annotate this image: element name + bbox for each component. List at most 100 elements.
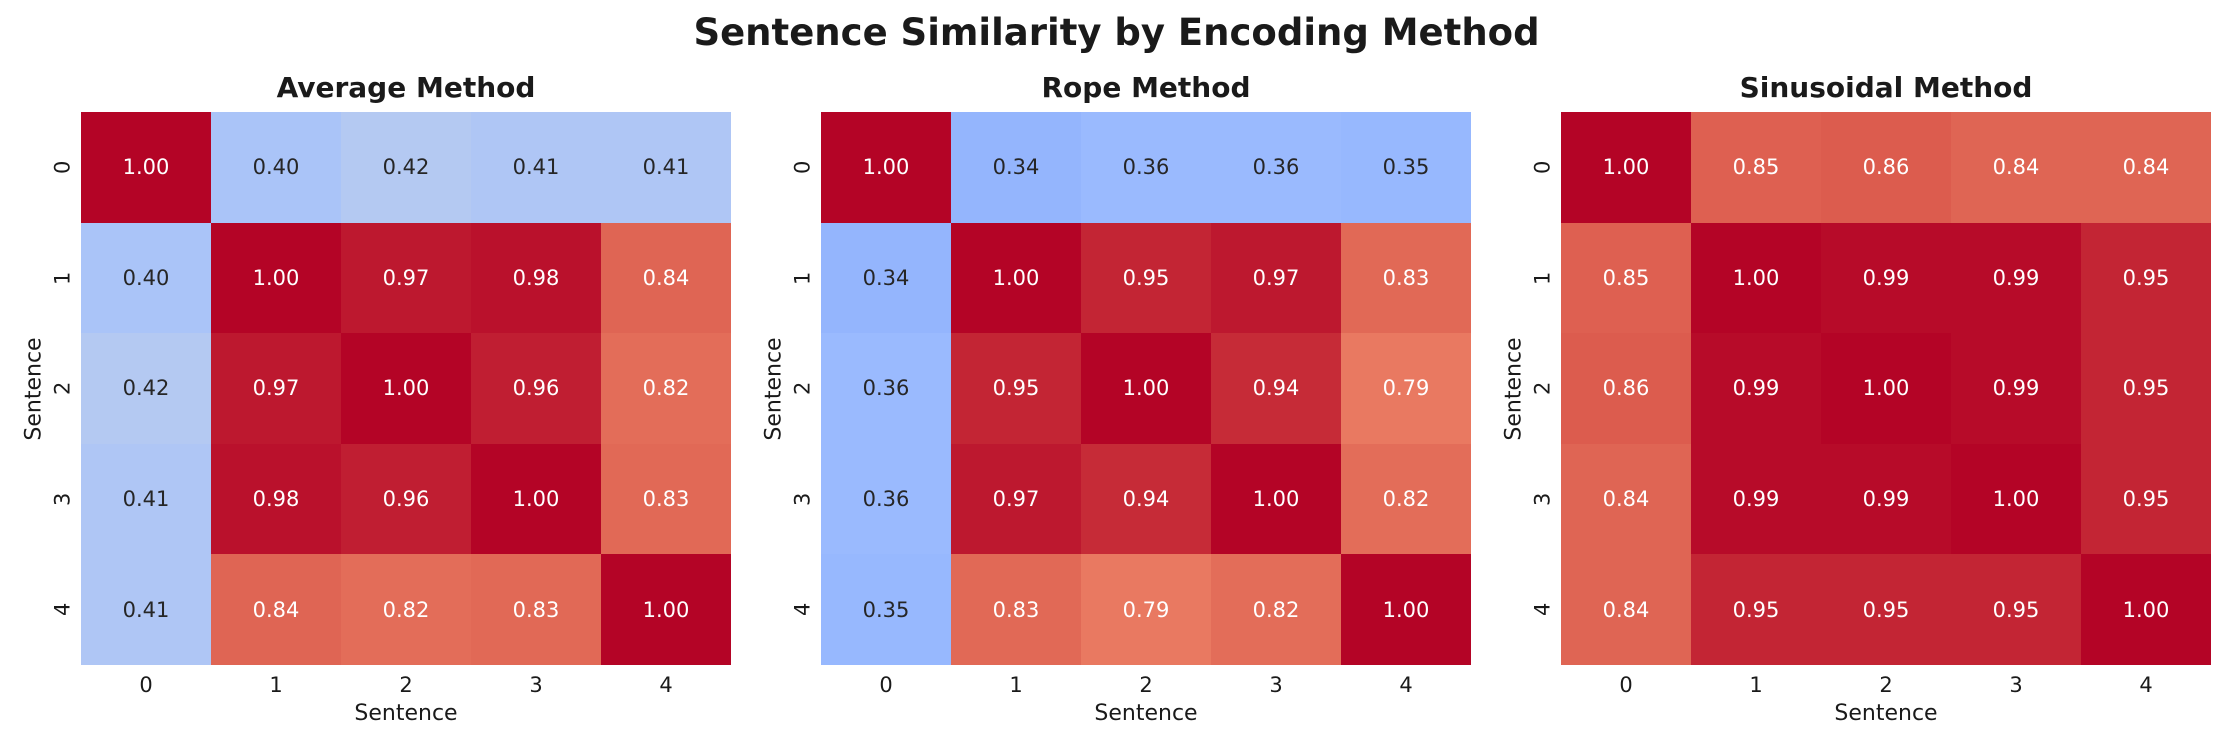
- x-tick-label: 1: [269, 673, 283, 697]
- heatmap-cell: 0.35: [1341, 112, 1471, 223]
- heatmap-cell: 0.85: [1691, 112, 1821, 223]
- heatmap-cell: 0.40: [211, 112, 341, 223]
- heatmap-cell: 0.95: [1081, 222, 1211, 334]
- heatmap-cell: 0.94: [1211, 333, 1341, 444]
- heatmap-cell: 0.99: [1951, 222, 2081, 334]
- axes-title: Rope Method: [1041, 71, 1251, 104]
- x-tick-label: 4: [659, 673, 673, 697]
- heatmap-cell: 0.83: [601, 443, 731, 555]
- heatmap-cell: 1.00: [1821, 333, 1951, 444]
- heatmap-cell: 0.82: [1211, 554, 1341, 665]
- heatmap-cell: 0.36: [1211, 112, 1341, 223]
- y-tick-labels: 0 1 2 3 4: [45, 112, 81, 665]
- x-axis-label: Sentence: [354, 701, 458, 726]
- heatmap-cell: 0.84: [1951, 112, 2081, 223]
- y-tick-label: 0: [791, 160, 815, 174]
- heatmap-grid: 1.00 0.34 0.36 0.36 0.35 0.34 1.00 0.95 0.97 0.83…: [821, 112, 1471, 665]
- x-tick-label: 0: [879, 673, 893, 697]
- heatmap-cell: 0.95: [2081, 222, 2211, 334]
- heatmap-cell: 0.84: [211, 554, 341, 665]
- y-tick-labels: 0 1 2 3 4: [1525, 112, 1561, 665]
- heatmap-cell: 0.82: [1341, 443, 1471, 555]
- y-tick-label: 4: [791, 602, 815, 617]
- heatmap-cell: 0.36: [821, 333, 951, 444]
- heatmap-cell: 0.98: [471, 222, 601, 334]
- heatmap-cell: 1.00: [951, 222, 1081, 334]
- x-tick-labels: 0 1 2 3 4: [1561, 665, 2211, 701]
- heatmap-grid: 1.00 0.85 0.86 0.84 0.84 0.85 1.00 0.99 0.99 0.95…: [1561, 112, 2211, 665]
- heatmap-cell: 0.98: [211, 443, 341, 555]
- y-tick-label: 4: [1531, 602, 1555, 617]
- heatmap-cell: 1.00: [471, 443, 601, 555]
- x-axis-label: Sentence: [1834, 701, 1938, 726]
- y-tick-label: 0: [51, 160, 75, 174]
- heatmap-cell: 1.00: [341, 333, 471, 444]
- heatmap-cell: 0.95: [2081, 333, 2211, 444]
- y-tick-label: 2: [1531, 381, 1555, 396]
- x-tick-label: 1: [1009, 673, 1023, 697]
- x-tick-label: 4: [2139, 673, 2153, 697]
- x-axis-label: Sentence: [1094, 701, 1198, 726]
- heatmap-cell: 0.36: [821, 443, 951, 555]
- heatmap-cell: 0.85: [1561, 222, 1691, 334]
- heatmap-cell: 0.82: [601, 333, 731, 444]
- heatmap-cell: 0.97: [341, 222, 471, 334]
- heatmap-cell: 1.00: [211, 222, 341, 334]
- heatmap-cell: 0.99: [1691, 443, 1821, 555]
- x-tick-label: 2: [1879, 673, 1893, 697]
- heatmap-cell: 1.00: [1341, 554, 1471, 665]
- heatmap-cell: 1.00: [1951, 443, 2081, 555]
- y-tick-label: 2: [791, 381, 815, 396]
- heatmap-grid: 1.00 0.40 0.42 0.41 0.41 0.40 1.00 0.97 0.98 0.84…: [81, 112, 731, 665]
- heatmap-cell: 0.41: [81, 443, 211, 555]
- heatmap-cell: 0.95: [1821, 554, 1951, 665]
- heatmap-cell: 0.86: [1561, 333, 1691, 444]
- heatmap-cell: 0.41: [471, 112, 601, 223]
- heatmap-cell: 0.83: [471, 554, 601, 665]
- x-tick-labels: 0 1 2 3 4: [81, 665, 731, 701]
- x-tick-label: 2: [1139, 673, 1153, 697]
- heatmap-cell: 0.41: [81, 554, 211, 665]
- heatmap-cell: 0.99: [1691, 333, 1821, 444]
- axes-title: Sinusoidal Method: [1739, 71, 2033, 104]
- heatmap-cell: 0.83: [1341, 222, 1471, 334]
- heatmap-cell: 0.95: [1691, 554, 1821, 665]
- heatmap-cell: 0.40: [81, 222, 211, 334]
- y-tick-label: 0: [1531, 160, 1555, 174]
- heatmap-cell: 1.00: [1211, 443, 1341, 555]
- heatmap-cell: 0.84: [1561, 443, 1691, 555]
- heatmap-cell: 0.83: [951, 554, 1081, 665]
- heatmap-cell: 0.84: [601, 222, 731, 334]
- heatmap-cell: 1.00: [1081, 333, 1211, 444]
- x-tick-label: 0: [139, 673, 153, 697]
- heatmap-cell: 0.95: [2081, 443, 2211, 555]
- y-tick-label: 1: [51, 271, 75, 285]
- heatmap-cell: 0.34: [951, 112, 1081, 223]
- heatmap-cell: 0.99: [1821, 443, 1951, 555]
- heatmap-cell: 1.00: [2081, 554, 2211, 665]
- heatmap-cell: 0.95: [951, 333, 1081, 444]
- x-tick-label: 3: [1269, 673, 1283, 697]
- heatmap-cell: 0.34: [821, 222, 951, 334]
- heatmap-cell: 0.97: [951, 443, 1081, 555]
- heatmap-cell: 1.00: [1691, 222, 1821, 334]
- y-tick-labels: 0 1 2 3 4: [785, 112, 821, 665]
- x-tick-label: 3: [2009, 673, 2023, 697]
- heatmap-cell: 0.84: [1561, 554, 1691, 665]
- y-tick-label: 3: [791, 492, 815, 506]
- heatmap-cell: 0.36: [1081, 112, 1211, 223]
- y-tick-label: 3: [1531, 492, 1555, 506]
- heatmap-cell: 0.95: [1951, 554, 2081, 665]
- heatmap-cell: 0.41: [601, 112, 731, 223]
- x-tick-label: 4: [1399, 673, 1413, 697]
- heatmap-cell: 1.00: [821, 112, 951, 223]
- heatmap-cell: 0.79: [1341, 333, 1471, 444]
- heatmap-cell: 0.42: [341, 112, 471, 223]
- heatmap-cell: 0.97: [1211, 222, 1341, 334]
- x-tick-labels: 0 1 2 3 4: [821, 665, 1471, 701]
- y-tick-label: 1: [791, 271, 815, 285]
- heatmap-cell: 0.82: [341, 554, 471, 665]
